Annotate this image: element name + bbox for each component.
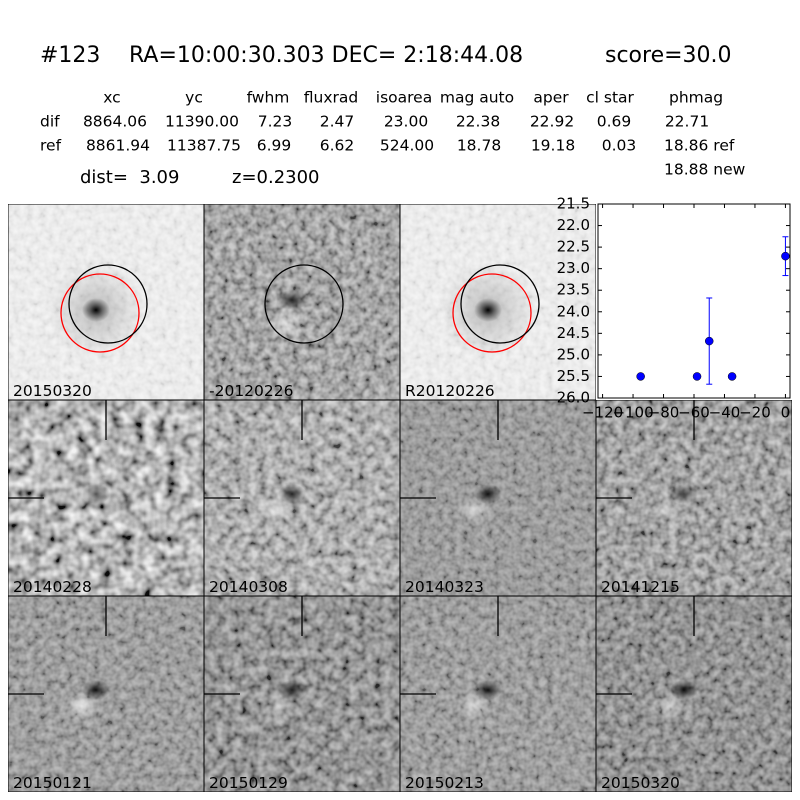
y-tick-label: 22.0 bbox=[557, 216, 590, 234]
image-panel bbox=[596, 596, 792, 792]
table-cell: 7.23 bbox=[258, 113, 293, 131]
y-tick-label: 23.0 bbox=[557, 259, 590, 277]
y-tick-label: 26.0 bbox=[557, 389, 590, 407]
table-cell: 19.18 bbox=[531, 137, 575, 155]
image-panel bbox=[204, 204, 400, 400]
column-header: aper bbox=[533, 89, 569, 107]
panel-label: R20120226 bbox=[405, 382, 495, 400]
table-cell: 6.62 bbox=[320, 137, 355, 155]
x-tick-label: −20 bbox=[739, 404, 771, 422]
data-point bbox=[636, 372, 645, 381]
data-point bbox=[704, 336, 714, 346]
aperture bbox=[264, 264, 344, 344]
x-tick-label: −120 bbox=[582, 404, 623, 422]
coordinates: RA=10:00:30.303 DEC= 2:18:44.08 bbox=[129, 43, 523, 68]
table-cell: 22.38 bbox=[456, 113, 500, 131]
source-core bbox=[82, 680, 110, 700]
image-panel bbox=[596, 400, 792, 596]
column-header: xc bbox=[103, 89, 120, 107]
panel-label: 20150320 bbox=[601, 774, 680, 792]
redshift: z=0.2300 bbox=[232, 167, 320, 188]
table-cell: 11387.75 bbox=[167, 137, 241, 155]
column-header: phmag bbox=[669, 89, 723, 107]
x-tick-label: −40 bbox=[709, 404, 741, 422]
x-tick-label: −60 bbox=[678, 404, 710, 422]
image-panel bbox=[204, 400, 400, 596]
y-tick-label: 23.5 bbox=[557, 281, 590, 299]
image-panel bbox=[8, 400, 204, 596]
image-panel bbox=[204, 596, 400, 792]
aperture-ref bbox=[452, 273, 532, 353]
row-label: ref bbox=[40, 137, 62, 155]
candidate-id: #123 bbox=[40, 43, 100, 68]
data-point bbox=[692, 372, 702, 381]
source-core bbox=[670, 680, 698, 700]
column-header: yc bbox=[185, 89, 203, 107]
table-cell: 2.47 bbox=[320, 113, 355, 131]
score: score=30.0 bbox=[605, 43, 732, 68]
panel-label: 20150121 bbox=[13, 774, 92, 792]
panel-label: 20140308 bbox=[209, 578, 288, 596]
panel-label: 20140323 bbox=[405, 578, 484, 596]
table-cell: 18.86 ref bbox=[664, 137, 735, 155]
column-header: fluxrad bbox=[304, 89, 358, 107]
image-panel bbox=[400, 204, 596, 400]
y-tick-label: 22.5 bbox=[557, 238, 590, 256]
source-core bbox=[474, 680, 502, 700]
column-header: cl star bbox=[586, 89, 634, 107]
data-point bbox=[727, 372, 737, 381]
aperture bbox=[68, 264, 148, 344]
new-mag: 18.88 new bbox=[664, 161, 746, 179]
image-panel bbox=[8, 204, 204, 400]
column-header: fwhm bbox=[247, 89, 290, 107]
source-core bbox=[474, 484, 502, 504]
table-cell: 22.92 bbox=[530, 113, 574, 131]
y-tick-label: 25.5 bbox=[557, 367, 590, 385]
y-tick-label: 21.5 bbox=[557, 195, 590, 213]
image-panel bbox=[8, 596, 204, 792]
y-tick-label: 24.0 bbox=[557, 302, 590, 320]
panel-label: -20120226 bbox=[209, 382, 294, 400]
data-point bbox=[781, 251, 790, 261]
source-core bbox=[278, 680, 306, 700]
source-core bbox=[278, 484, 306, 504]
residual-positive bbox=[268, 308, 304, 340]
table-cell: 0.03 bbox=[602, 137, 637, 155]
image-panel bbox=[400, 400, 596, 596]
image-panel bbox=[400, 596, 596, 792]
panel-label: 20141215 bbox=[601, 578, 680, 596]
source-core bbox=[474, 298, 502, 322]
table-cell: 524.00 bbox=[380, 137, 434, 155]
row-label: dif bbox=[40, 113, 60, 131]
table-cell: 11390.00 bbox=[165, 113, 239, 131]
panel-label: 20150320 bbox=[13, 382, 92, 400]
source-core bbox=[82, 298, 110, 322]
table-cell: 23.00 bbox=[384, 113, 428, 131]
table-cell: 18.78 bbox=[457, 137, 501, 155]
table-cell: 22.71 bbox=[665, 113, 709, 131]
y-tick-label: 25.0 bbox=[557, 345, 590, 363]
x-tick-label: 0 bbox=[781, 404, 791, 422]
aperture-ref bbox=[60, 273, 140, 353]
plot-area bbox=[597, 203, 791, 399]
panel-label: 20150213 bbox=[405, 774, 484, 792]
panel-label: 20140228 bbox=[13, 578, 92, 596]
aperture bbox=[460, 264, 540, 344]
table-cell: 8864.06 bbox=[83, 113, 147, 131]
y-tick-label: 24.5 bbox=[557, 324, 590, 342]
distance: dist= 3.09 bbox=[80, 167, 179, 188]
table-cell: 0.69 bbox=[597, 113, 632, 131]
table-cell: 6.99 bbox=[257, 137, 292, 155]
x-tick-label: −80 bbox=[648, 404, 680, 422]
column-header: mag auto bbox=[440, 89, 514, 107]
table-cell: 8861.94 bbox=[86, 137, 150, 155]
source-core bbox=[670, 484, 698, 504]
panel-label: 20150129 bbox=[209, 774, 288, 792]
x-tick-label: −100 bbox=[612, 404, 653, 422]
column-header: isoarea bbox=[376, 89, 432, 107]
source-core bbox=[276, 290, 308, 310]
source-core bbox=[82, 484, 110, 504]
